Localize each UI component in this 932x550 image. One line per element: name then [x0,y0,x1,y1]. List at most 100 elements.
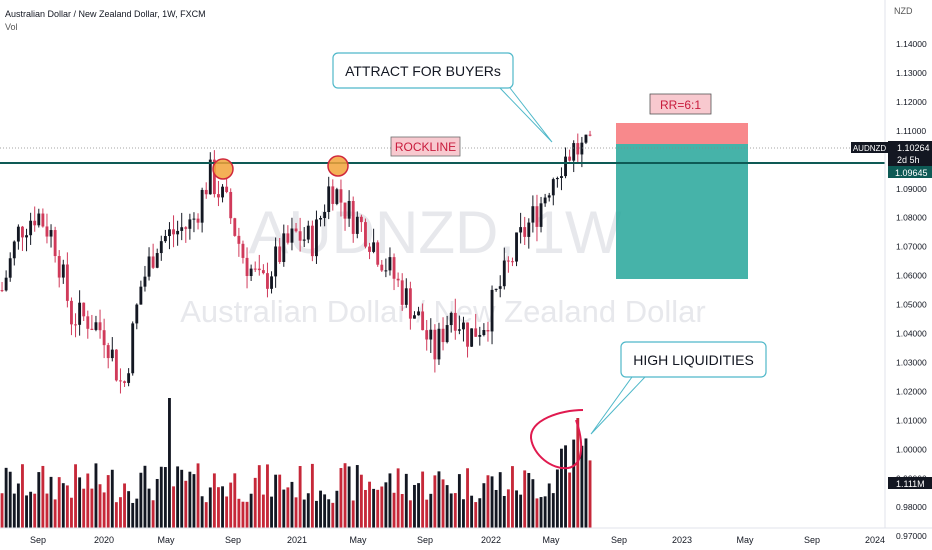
stop-loss-zone[interactable] [616,123,748,144]
candle-body [8,258,12,278]
candle-body [433,329,437,360]
volume-bar [404,473,408,528]
candle-body [359,216,363,223]
price-tick-label: 1.11000 [896,126,926,136]
volume-bar [200,496,204,528]
candle-body [515,232,518,262]
candle-body [180,227,184,231]
take-profit-zone[interactable] [616,144,748,279]
volume-bar [196,463,200,528]
volume-bar [94,463,98,528]
symbol-title: Australian Dollar / New Zealand Dollar, … [5,9,206,19]
liquidity-highlight-loop [529,409,584,470]
candle-body [98,322,102,331]
candle-body [225,186,229,192]
volume-bar [523,470,527,528]
volume-bar [568,472,572,528]
candle-body [159,241,163,254]
volume-bar [155,478,159,528]
volume-bar [429,493,433,528]
candle-body [163,236,167,242]
volume-bar [119,497,122,528]
risk-reward-box [649,93,712,115]
candle-body [172,229,175,235]
price-tick-label: 1.12000 [896,97,927,107]
candle-body [441,328,445,343]
candle-body [241,243,245,258]
price-tick-label: 1.09000 [896,184,927,194]
candle-body [327,186,331,213]
candle-body [323,212,327,219]
volume-bar [449,493,453,528]
volume-bar [421,471,425,528]
candle-body [486,329,490,332]
volume-bar [351,500,355,528]
candle-body [388,257,392,271]
volume-bar [535,498,539,528]
candle-body [127,373,131,383]
volume-bar [65,485,69,528]
candle-body [233,218,237,236]
candle-body [396,278,400,281]
volume-bar [241,501,245,528]
current-price-tag: 1.10264 [897,143,930,153]
rockline-touch-marker [212,158,234,180]
candle-body [298,231,302,241]
candle-body [519,227,523,233]
volume-bar [29,491,33,528]
price-tick-label: 1.05000 [896,300,927,310]
time-tick-label: Sep [804,535,820,545]
volume-bar [502,495,506,528]
volume-bars [0,398,592,528]
volume-bar [106,475,110,528]
volume-bar [323,494,327,528]
time-tick-label: Sep [417,535,433,545]
candle-body [449,312,453,326]
volume-bar [506,489,510,528]
price-axis[interactable]: 1.14000 1.13000 1.12000 1.11000 1.09000 1.080… [896,39,927,541]
candle-body [278,246,282,262]
time-tick-label: May [736,535,754,545]
volume-bar [327,499,331,528]
candle-body [41,213,45,227]
candle-body [237,235,241,244]
liquidity-callout-text: HIGH LIQUIDITIES [633,352,754,368]
candle-body [57,256,61,278]
candle-body [70,300,73,325]
candle-body [506,260,510,262]
candle-body [588,134,592,136]
volume-bar [278,474,282,528]
volume-bar [380,486,384,528]
candle-body [192,218,196,220]
time-tick-label: Sep [611,535,627,545]
volume-bar [172,486,175,528]
candle-body [315,219,318,257]
volume-bar [233,473,237,528]
volume-bar [61,483,65,528]
candle-body [257,268,261,271]
candle-body [290,228,294,243]
candle-body [184,227,188,229]
volume-bar [33,493,37,528]
volume-bar [208,487,212,528]
liquidity-callout-box [620,341,767,378]
candle-body [502,260,506,287]
candle-body [139,286,143,305]
attract-callout-box [332,52,514,89]
volume-bar [445,485,449,528]
time-axis[interactable]: Sep 2020 May Sep 2021 May Sep 2022 May Sep 2023 May… [30,535,885,545]
candle-body [74,324,77,326]
candle-body [176,230,180,235]
volume-bar [511,466,514,528]
volume-bar [580,445,584,528]
candle-body [131,323,135,374]
volume-bar [225,496,229,528]
volume-bar [16,483,20,528]
volume-bar [527,472,531,528]
time-tick-label: May [542,535,560,545]
candle-body [123,381,126,383]
candle-body [368,246,371,252]
candle-body [266,273,269,289]
candle-body [498,286,502,289]
